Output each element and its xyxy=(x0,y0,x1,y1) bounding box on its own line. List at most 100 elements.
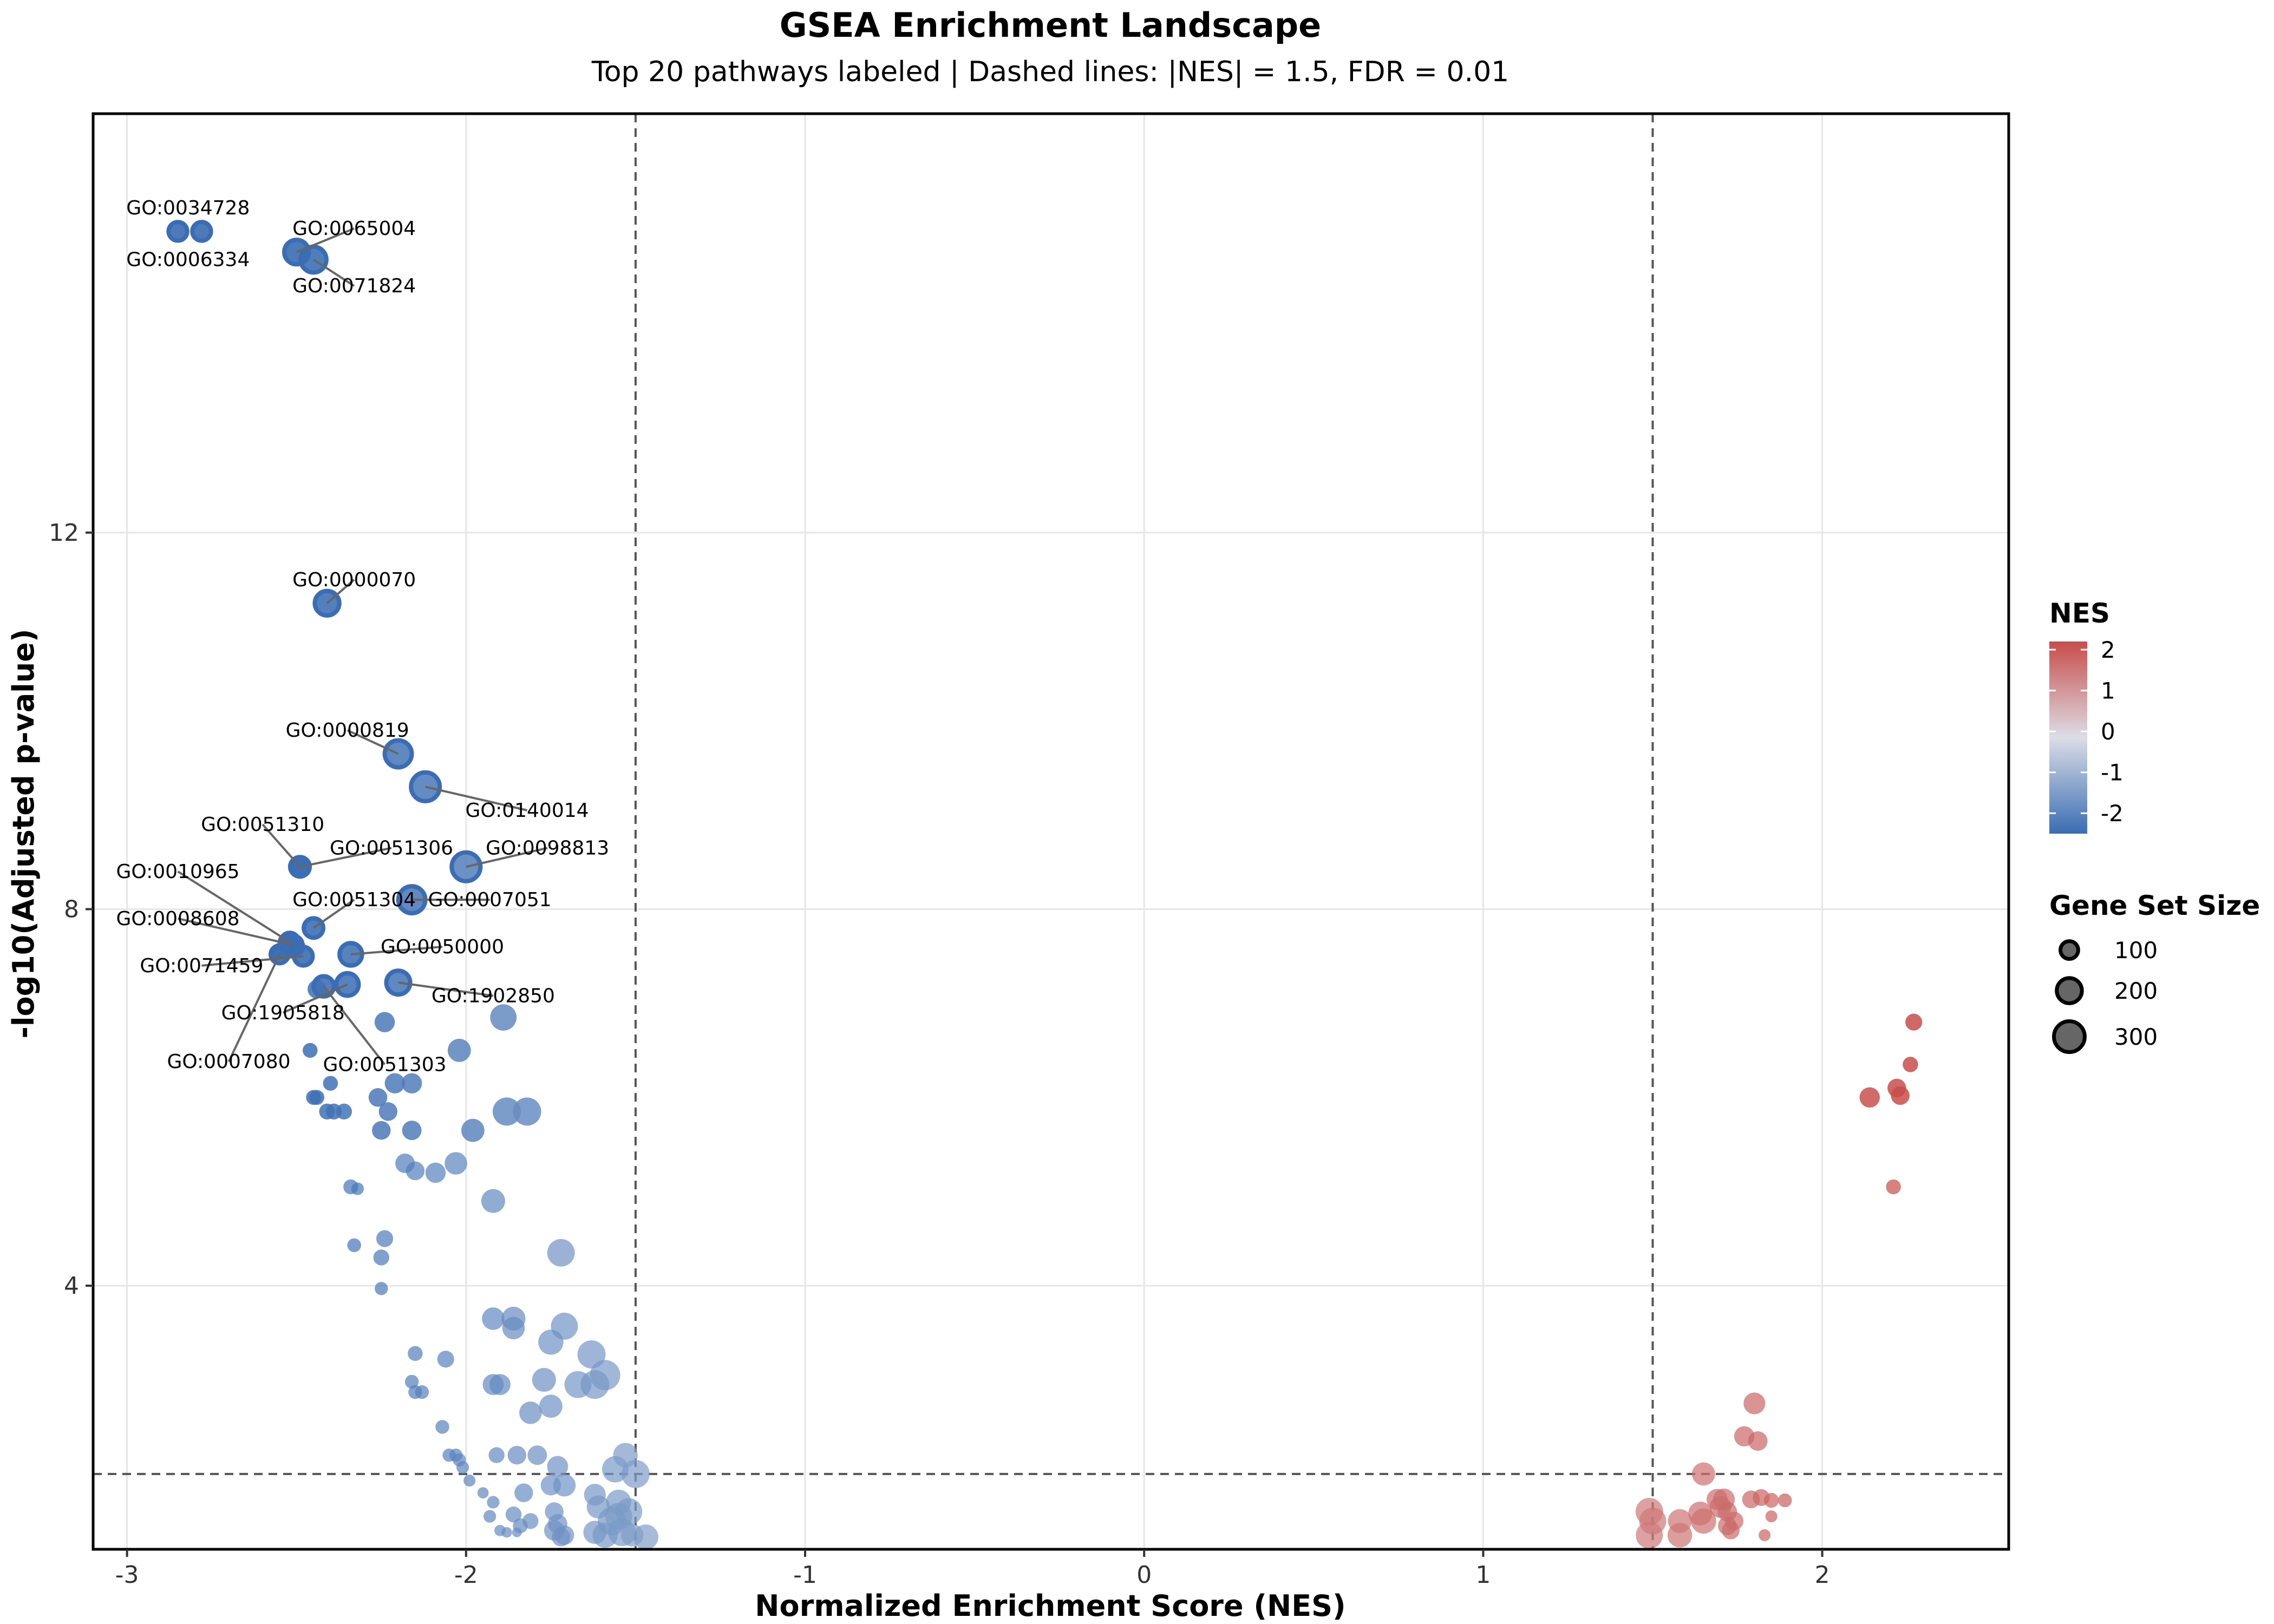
data-point xyxy=(527,1445,547,1465)
point-labels: GO:0034728 GO:0006334 GO:0065004 GO:0071824… xyxy=(116,197,610,1076)
data-point xyxy=(456,1461,469,1474)
data-point xyxy=(461,1118,485,1142)
label-leader-line xyxy=(323,985,386,1065)
color-legend-label: -2 xyxy=(2101,800,2123,827)
data-point xyxy=(620,1524,644,1547)
data-point xyxy=(490,1004,517,1031)
data-point xyxy=(513,1097,541,1126)
plot-frame xyxy=(92,112,2010,1551)
data-point xyxy=(477,1487,489,1499)
data-point xyxy=(336,1103,352,1120)
x-tick-label: 2 xyxy=(1815,1561,1830,1589)
data-point xyxy=(376,1230,394,1247)
data-point xyxy=(406,1161,425,1181)
size-legend-label: 100 xyxy=(2114,937,2158,964)
label-leader-line xyxy=(299,847,392,868)
data-point xyxy=(309,1090,325,1105)
data-point xyxy=(408,1346,423,1361)
data-point xyxy=(512,1527,522,1537)
data-point xyxy=(532,1367,556,1392)
highlighted-data-point xyxy=(190,220,213,243)
data-point xyxy=(373,1249,389,1266)
color-legend-label: 2 xyxy=(2101,637,2115,663)
data-point xyxy=(445,1152,467,1175)
label-leader-line xyxy=(177,870,291,944)
data-point xyxy=(519,1402,542,1424)
label-leader-line xyxy=(227,954,281,1063)
highlighted-data-point xyxy=(166,220,190,243)
point-label: GO:0000070 xyxy=(292,569,416,591)
point-label: GO:0065004 xyxy=(292,218,416,240)
label-leader-line xyxy=(350,946,443,955)
size-legend-label: 300 xyxy=(2114,1024,2158,1050)
data-point xyxy=(1743,1392,1766,1415)
label-leader-line xyxy=(262,823,301,868)
label-leader-line xyxy=(398,981,494,997)
data-point xyxy=(1668,1509,1692,1533)
data-point xyxy=(437,1351,454,1368)
point-label: GO:0098813 xyxy=(486,837,609,859)
color-legend-label: -1 xyxy=(2101,759,2123,786)
data-point xyxy=(577,1340,606,1369)
data-point xyxy=(1748,1431,1768,1451)
data-point xyxy=(547,1456,568,1477)
data-point xyxy=(372,1121,391,1140)
label-leader-line xyxy=(326,579,355,604)
color-legend-label: 0 xyxy=(2101,718,2115,745)
data-point xyxy=(375,1282,388,1295)
data-point xyxy=(538,1330,564,1355)
label-leader-line xyxy=(312,899,355,929)
x-tick-label: -1 xyxy=(793,1561,817,1589)
point-label: GO:0071824 xyxy=(292,275,416,297)
point-label: GO:0006334 xyxy=(126,249,250,271)
data-point xyxy=(351,1182,364,1195)
label-leader-line xyxy=(201,955,304,967)
data-point xyxy=(488,1447,505,1463)
size-legend-label: 200 xyxy=(2114,978,2158,1004)
data-point xyxy=(1891,1086,1910,1105)
x-axis-title: Normalized Enrichment Score (NES) xyxy=(755,1589,1345,1623)
data-point xyxy=(545,1502,564,1521)
chart-subtitle: Top 20 pathways labeled | Dashed lines: … xyxy=(591,56,1509,88)
data-point xyxy=(539,1394,563,1418)
data-point xyxy=(507,1445,526,1465)
x-tick-label: 0 xyxy=(1136,1561,1152,1589)
data-point xyxy=(404,1374,419,1389)
chart-title: GSEA Enrichment Landscape xyxy=(780,5,1321,45)
data-point xyxy=(1688,1501,1713,1525)
label-leader-line xyxy=(347,729,399,755)
highlighted-data-point xyxy=(334,971,361,998)
data-point xyxy=(481,1189,505,1213)
x-axis: -3 -2 -1 0 1 2 xyxy=(115,1549,1830,1589)
x-tick-label: 1 xyxy=(1475,1561,1491,1589)
data-point xyxy=(606,1489,631,1515)
point-label: GO:0010965 xyxy=(116,861,240,883)
data-point xyxy=(368,1088,388,1107)
data-point xyxy=(564,1371,592,1398)
data-point xyxy=(303,1043,318,1058)
y-tick-label: 12 xyxy=(49,519,79,547)
data-point xyxy=(492,1097,521,1126)
data-point xyxy=(1636,1521,1663,1549)
highlighted-data-point xyxy=(449,850,483,883)
label-leader-line xyxy=(312,258,355,287)
data-point xyxy=(1763,1492,1779,1508)
size-legend: Gene Set Size 100 200 300 xyxy=(2049,890,2260,1054)
point-label: GO:0007080 xyxy=(167,1051,290,1073)
data-point xyxy=(1886,1179,1901,1195)
data-point xyxy=(1905,1013,1923,1031)
data-point xyxy=(447,1038,471,1062)
data-point xyxy=(415,1385,429,1399)
point-label: GO:0051310 xyxy=(201,814,324,836)
data-point xyxy=(463,1475,476,1487)
x-tick-label: -3 xyxy=(115,1561,139,1589)
data-point xyxy=(584,1484,606,1506)
label-leader-line xyxy=(178,917,293,946)
y-axis-title: -log10(Adjusted p-value) xyxy=(6,629,41,1039)
data-point xyxy=(1778,1493,1792,1508)
point-label: GO:0050000 xyxy=(381,936,504,958)
data-point xyxy=(547,1239,575,1267)
size-legend-key xyxy=(2055,976,2084,1005)
x-tick-label: -2 xyxy=(454,1561,478,1589)
data-point xyxy=(583,1521,607,1544)
